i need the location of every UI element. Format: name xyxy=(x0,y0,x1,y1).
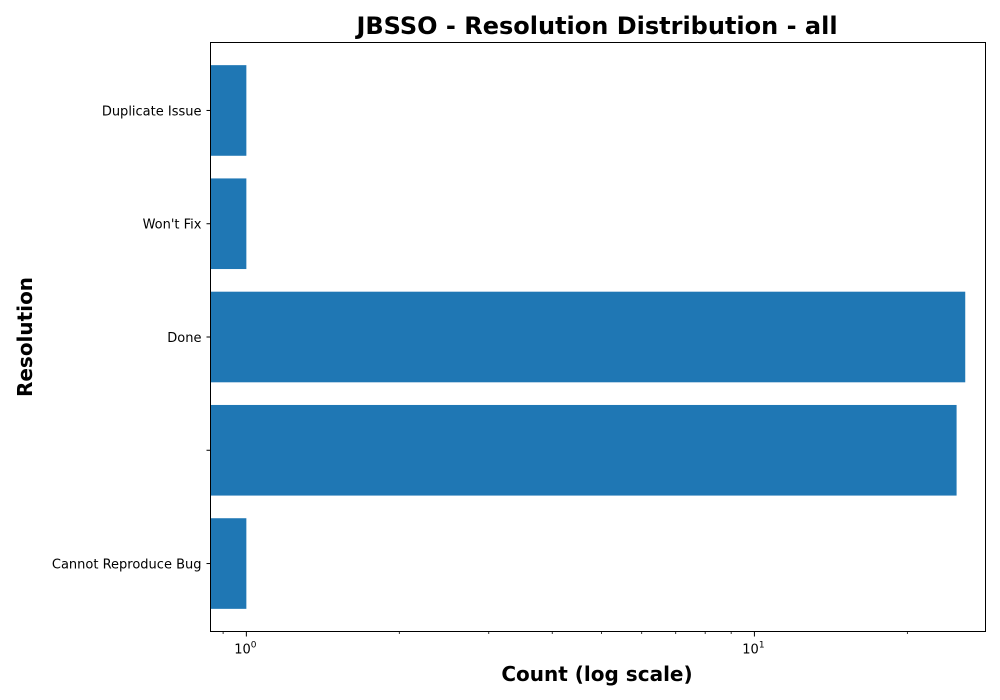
y-tick-label: Duplicate Issue xyxy=(102,104,202,119)
y-tick-label: Done xyxy=(167,331,201,346)
bar xyxy=(210,518,247,609)
bars-group xyxy=(210,65,966,609)
y-tick-label: Cannot Reproduce Bug xyxy=(52,558,202,573)
chart-title: JBSSO - Resolution Distribution - all xyxy=(354,12,837,40)
y-ticks-group: Cannot Reproduce Bug Done Won't Fix Duplica… xyxy=(52,104,211,573)
bar xyxy=(210,291,966,383)
x-axis-label: Count (log scale) xyxy=(501,662,692,686)
y-tick-label: Won't Fix xyxy=(143,218,202,233)
y-axis-label: Resolution xyxy=(13,277,37,397)
x-tick-label: 100 xyxy=(234,641,257,658)
bar xyxy=(210,65,247,156)
plot-frame xyxy=(210,42,986,632)
bar xyxy=(210,404,957,496)
bar xyxy=(210,178,247,270)
x-tick-label: 101 xyxy=(742,641,764,658)
x-ticks-group: 100 101 xyxy=(222,631,908,658)
